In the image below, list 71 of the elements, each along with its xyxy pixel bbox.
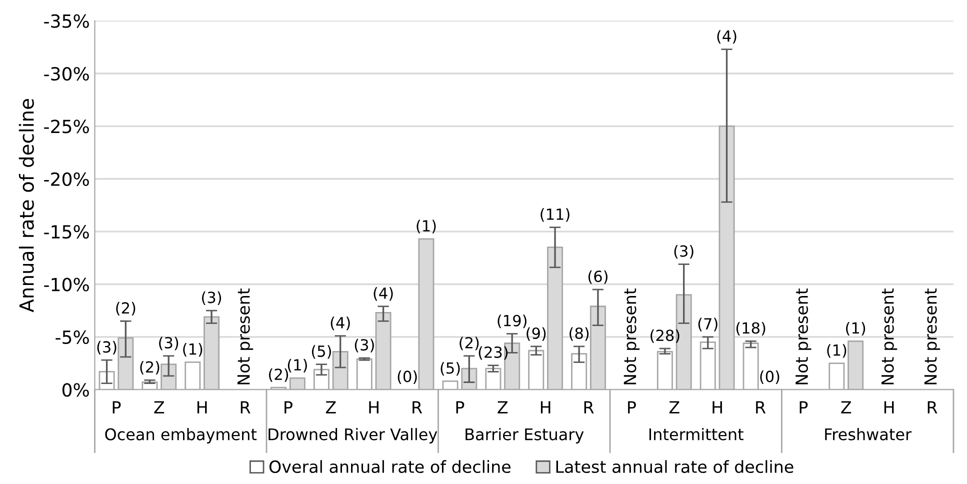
x-tick-label: Z <box>154 401 164 414</box>
x-tick-label: P <box>112 401 121 414</box>
annotation: (2) <box>269 368 288 382</box>
annotation: (2) <box>460 336 479 350</box>
x-tick-label: P <box>800 401 808 414</box>
text: Freshwater <box>825 428 912 440</box>
y-tick-label: -20% <box>44 172 89 186</box>
y-tick-label: 0% <box>62 383 89 397</box>
annotation: (9) <box>526 327 546 341</box>
annotation: Not present <box>624 288 640 384</box>
annotation: (1) <box>416 220 436 234</box>
x-tick-label: H <box>884 401 894 414</box>
x-tick-label: Z <box>326 401 336 414</box>
x-tick-label: Z <box>669 401 680 414</box>
annotation: (4) <box>374 287 393 301</box>
annotation: (3) <box>97 340 116 355</box>
annotation: (3) <box>674 245 694 259</box>
annotation: (5) <box>440 362 460 376</box>
annotation: (18) <box>736 322 766 336</box>
legend-label: Latest annual rate of decline <box>556 460 794 474</box>
annotation: Not present <box>237 288 254 384</box>
text: Overal annual rate of decline <box>269 460 511 474</box>
annotation: (23) <box>478 346 508 360</box>
x-tick-label: R <box>240 401 250 414</box>
x-tick-label: Z <box>841 401 852 414</box>
x-tick-label: H <box>712 401 722 414</box>
text: Intermittent <box>649 428 744 440</box>
annotation: (4) <box>330 316 350 330</box>
x-tick-label: R <box>928 401 938 414</box>
annotation: Not present <box>882 288 898 384</box>
x-tick-label: H <box>540 401 550 414</box>
annotation: (1) <box>846 322 866 336</box>
annotation: (1) <box>183 343 202 357</box>
annotation: (6) <box>588 270 608 284</box>
text: Barrier Estuary <box>466 428 584 444</box>
x-tick-label: H <box>197 401 207 414</box>
x-tick-label: R <box>412 401 422 414</box>
y-tick-label: -15% <box>44 225 89 239</box>
annotation: (7) <box>698 318 718 332</box>
x-tick-label: P <box>456 401 464 414</box>
annotation: (2) <box>140 360 160 375</box>
y-tick-label: -30% <box>44 66 89 81</box>
x-tick-label: P <box>284 401 292 414</box>
text: Ocean embayment <box>105 428 257 444</box>
y-tick-label: -35% <box>44 14 89 28</box>
annotation: (1) <box>827 344 846 358</box>
annotation: (4) <box>717 30 736 44</box>
y-tick-label: -25% <box>44 120 89 134</box>
x-tick-label: H <box>369 401 378 414</box>
annotation: (5) <box>312 345 331 359</box>
y-axis-title: Annual rate of decline <box>18 99 34 312</box>
annotation: (0) <box>760 370 780 384</box>
x-tick-label: R <box>584 401 594 414</box>
annotation: (1) <box>288 358 307 372</box>
x-tick-label: P <box>628 401 636 414</box>
annotation: (28) <box>650 329 680 343</box>
annotation: (8) <box>570 327 589 341</box>
annotation: (3) <box>354 338 374 352</box>
annotation: (2) <box>116 302 136 316</box>
x-tick-label: R <box>756 401 766 414</box>
x-tick-label: Z <box>498 401 508 414</box>
annotation: Not present <box>924 288 940 384</box>
annotation: Not present <box>796 288 812 384</box>
annotation: (3) <box>159 336 178 350</box>
annotation: (19) <box>498 314 526 328</box>
annotation: (0) <box>398 370 417 384</box>
y-tick-label: -5% <box>56 330 89 344</box>
y-tick-label: -10% <box>44 278 89 292</box>
annotation: (11) <box>540 208 570 222</box>
text: Drowned River Valley <box>268 428 438 444</box>
annotation: (3) <box>202 291 222 305</box>
